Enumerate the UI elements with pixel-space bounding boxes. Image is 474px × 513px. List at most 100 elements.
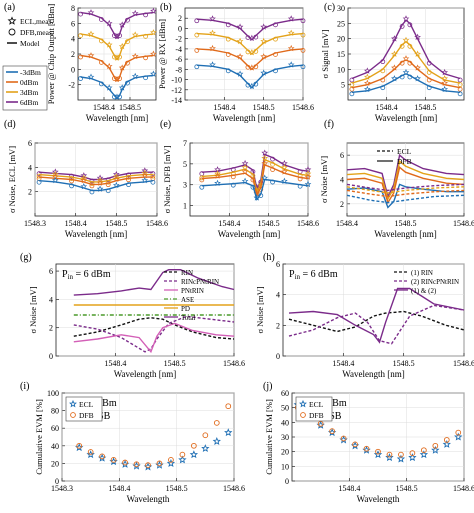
legend-label: ECL xyxy=(309,400,324,409)
x-tick-label: 1548.4 xyxy=(104,359,126,368)
legend-label: 0dBm xyxy=(20,78,39,87)
data-point-circle xyxy=(352,441,358,448)
data-point xyxy=(131,72,139,80)
data-point xyxy=(199,184,205,190)
y-tick-label: 20 xyxy=(337,35,345,44)
series-line-0dBm xyxy=(201,163,309,198)
y-tick-label: 40 xyxy=(51,442,59,451)
data-point xyxy=(457,91,463,97)
legend-label: PD xyxy=(181,305,190,313)
data-point-star xyxy=(224,428,233,437)
data-point xyxy=(426,60,432,66)
data-point xyxy=(214,172,221,179)
data-point-circle xyxy=(363,445,370,452)
y-tick-label: 2 xyxy=(49,324,53,333)
data-point-circle xyxy=(398,451,404,458)
x-tick-label: 1548.5 xyxy=(258,219,280,228)
x-tick-label: 1548.6 xyxy=(453,359,474,368)
data-point-circle xyxy=(432,442,439,449)
data-point xyxy=(209,44,216,52)
data-point xyxy=(261,174,269,181)
panel-letter: (d) xyxy=(4,119,16,130)
y-tick-label: 4 xyxy=(49,295,53,304)
y-axis-label: Power @ Chip Output [dBm] xyxy=(46,4,56,105)
series-line-DFB xyxy=(346,153,465,199)
data-point xyxy=(349,77,355,83)
series-line-DFB xyxy=(346,160,465,201)
x-tick-label: 1548.4 xyxy=(218,219,240,228)
data-point xyxy=(36,173,42,179)
data-point-circle xyxy=(145,462,151,469)
x-axis-label: Wavelength [nm] xyxy=(213,113,276,123)
panel-i: 0 20 40 60 80 100 1548.3 1548.4 1548.5 1548.6 Wave… xyxy=(20,381,245,504)
data-point xyxy=(105,62,113,70)
y-tick-label: 6 xyxy=(49,267,53,276)
data-point xyxy=(36,179,42,185)
data-point-circle xyxy=(133,461,140,468)
data-point xyxy=(150,70,157,77)
x-tick-label: 1548.5 xyxy=(119,103,141,112)
legend-label: Model xyxy=(20,39,40,48)
series-line-6dBm xyxy=(80,11,154,40)
panel-g: 0 2 4 6 1548.4 1548.5 1548.6 Wavelength [nm] σ N… xyxy=(20,252,245,379)
data-point xyxy=(380,68,386,74)
panel-e: 1 3 5 7 1548.4 1548.5 1548.6 Wavelength [nm] σ N… xyxy=(160,119,319,239)
series-line-0dBm xyxy=(80,54,154,83)
legend-label: (2) RINcPNtRIN xyxy=(411,278,459,286)
data-point xyxy=(36,171,42,177)
data-point xyxy=(297,183,303,189)
data-point-star xyxy=(454,432,463,441)
legend-label: ASE xyxy=(181,296,194,304)
data-point xyxy=(287,44,295,52)
data-point xyxy=(69,183,74,189)
x-tick-label: 1548.5 xyxy=(253,103,275,112)
legend-label: RINcPNtRIN xyxy=(181,278,219,286)
legend-label: Total xyxy=(181,314,195,322)
data-point xyxy=(131,9,139,17)
y-tick-label: 0 xyxy=(49,352,53,361)
y-tick-label: 6 xyxy=(28,139,32,148)
y-tick-label: 6 xyxy=(276,260,280,269)
data-point xyxy=(363,73,371,80)
data-point xyxy=(87,30,95,37)
data-point xyxy=(125,17,130,23)
data-point xyxy=(99,38,104,44)
data-point xyxy=(391,64,398,71)
data-point xyxy=(99,17,104,22)
x-axis-label: Wavelength [nm] xyxy=(375,113,438,123)
data-point xyxy=(457,77,463,83)
data-point xyxy=(105,41,113,48)
data-point xyxy=(214,170,221,177)
data-point xyxy=(141,172,149,179)
x-axis-label: Wavelength [nm] xyxy=(65,229,128,239)
data-point xyxy=(260,37,268,45)
data-point xyxy=(230,182,236,188)
data-point xyxy=(113,54,121,61)
x-axis-label: Wavelength xyxy=(357,494,400,504)
data-point xyxy=(194,18,200,24)
data-point-circle xyxy=(87,449,94,455)
data-point xyxy=(87,73,95,80)
data-point-circle xyxy=(421,447,427,454)
data-point xyxy=(281,177,288,184)
data-point xyxy=(457,86,463,92)
data-point xyxy=(407,60,413,66)
y-tick-label: 7 xyxy=(183,139,187,148)
y-tick-label: 6 xyxy=(71,19,75,28)
data-point xyxy=(143,55,149,61)
legend-marker xyxy=(299,399,307,408)
data-point xyxy=(150,29,157,36)
data-point xyxy=(250,177,256,183)
data-point-circle xyxy=(99,453,105,460)
data-point xyxy=(143,33,149,39)
y-tick-label: -10 xyxy=(171,76,182,85)
data-point-circle xyxy=(409,450,416,456)
x-axis-label: Wavelength [nm] xyxy=(342,369,405,379)
series-line-ECL xyxy=(346,189,465,198)
series-line-DFB xyxy=(346,183,464,209)
y-axis-label: σ Noise, DFB [mV] xyxy=(162,145,172,213)
y-tick-label: -2 xyxy=(68,81,75,90)
data-point xyxy=(118,64,126,71)
data-point xyxy=(441,85,449,93)
data-point xyxy=(407,74,413,80)
